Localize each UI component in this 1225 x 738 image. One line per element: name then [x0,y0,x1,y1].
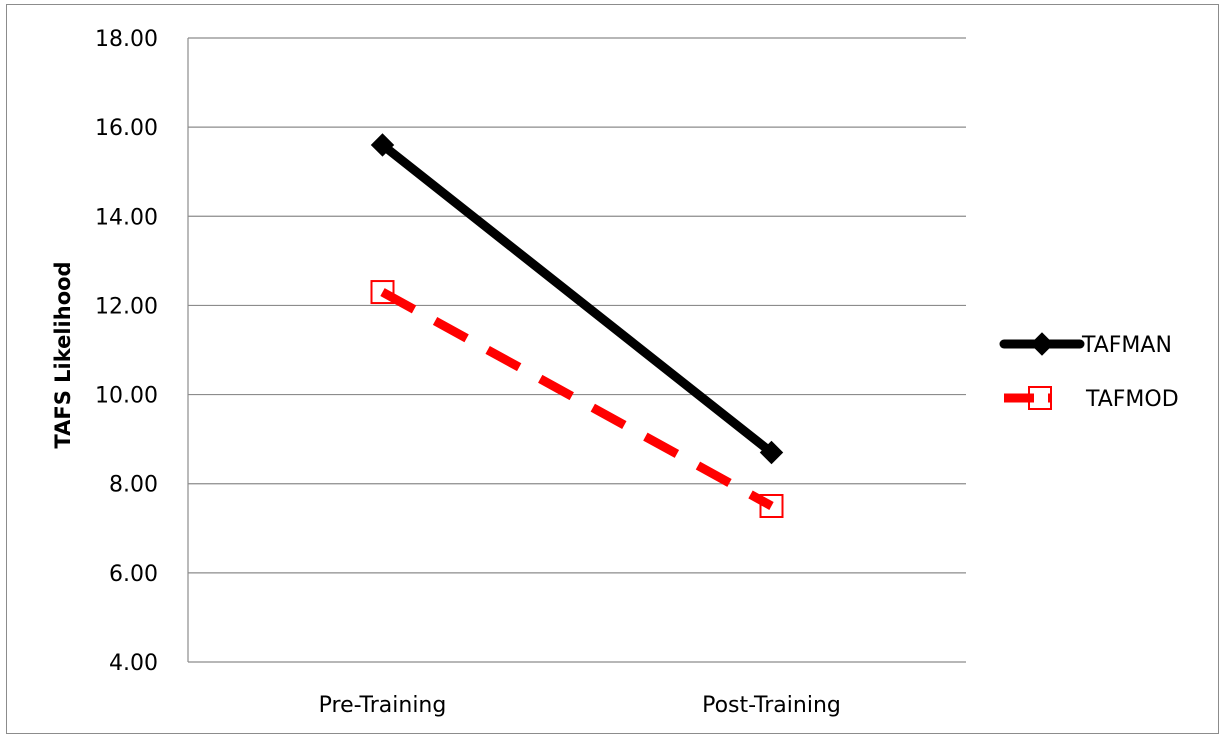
y-tick-label: 8.00 [109,473,158,498]
legend-label: TAFMAN [1081,333,1172,358]
y-tick-label: 6.00 [109,562,158,587]
series-tafmod [370,280,784,518]
data-point [759,494,784,518]
y-tick-labels: 4.00 6.00 8.00 10.00 12.00 14.00 16.00 18.00 [95,27,158,676]
y-tick-label: 16.00 [95,116,158,141]
y-axis-title: TAFS Likelihood [51,261,75,448]
series-line [378,140,776,458]
legend-marker [1028,386,1052,410]
data-point [370,133,395,157]
gridlines [187,37,966,663]
legend-marker [1030,332,1054,356]
legend-label: TAFMOD [1085,387,1179,412]
x-tick-label: Post-Training [702,693,841,718]
y-tick-label: 12.00 [95,294,158,319]
series-line [380,288,774,510]
chart-frame [6,4,1219,734]
y-tick-label: 4.00 [109,651,158,676]
x-tick-label: Pre-Training [319,693,447,718]
y-tick-label: 14.00 [95,205,158,230]
y-tick-label: 10.00 [95,384,158,409]
x-tick-labels: Pre-Training Post-Training [319,693,841,718]
legend-item-tafman: TAFMAN [999,332,1172,358]
legend-item-tafmod: TAFMOD [1004,386,1179,412]
series-tafman [370,133,784,465]
y-tick-label: 18.00 [95,27,158,52]
data-point [759,440,784,465]
series-lines [370,133,784,518]
data-point [370,280,395,305]
legend: TAFMAN TAFMOD [999,332,1179,412]
